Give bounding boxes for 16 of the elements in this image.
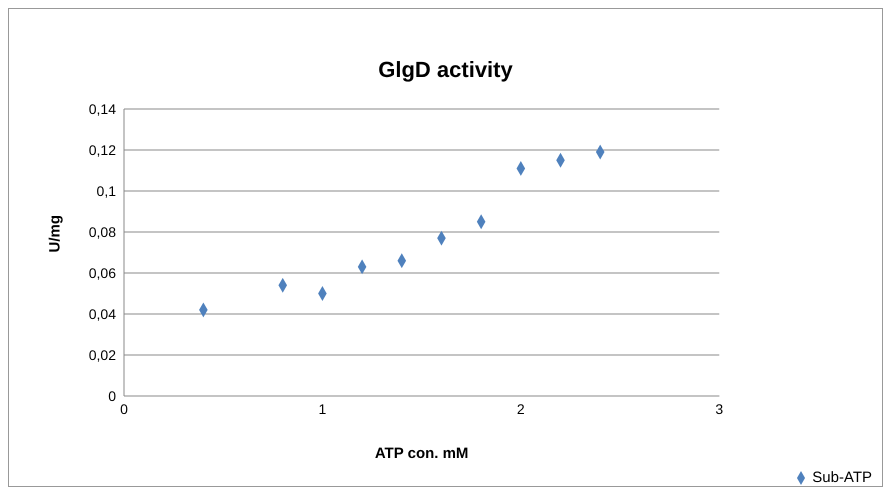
y-tick-label: 0,12: [88, 142, 116, 158]
x-tick-label: 1: [318, 400, 327, 417]
y-tick-label: 0,14: [88, 100, 116, 117]
x-tick-label: 0: [120, 400, 128, 417]
y-tick-label: 0,1: [96, 182, 116, 199]
x-axis-title: ATP con. mM: [374, 445, 468, 462]
y-tick-label: 0: [108, 388, 116, 404]
y-tick-label: 0,06: [88, 264, 116, 281]
y-axis-title: U/mg: [46, 215, 64, 252]
x-tick-label: 3: [715, 400, 724, 417]
legend-label: Sub-ATP: [812, 469, 872, 486]
y-tick-label: 0,02: [88, 346, 116, 363]
chart-title: GlgD activity: [377, 57, 514, 83]
y-tick-label: 0,04: [88, 306, 116, 322]
x-tick-label: 2: [516, 400, 525, 417]
y-tick-label: 0,08: [88, 224, 116, 240]
